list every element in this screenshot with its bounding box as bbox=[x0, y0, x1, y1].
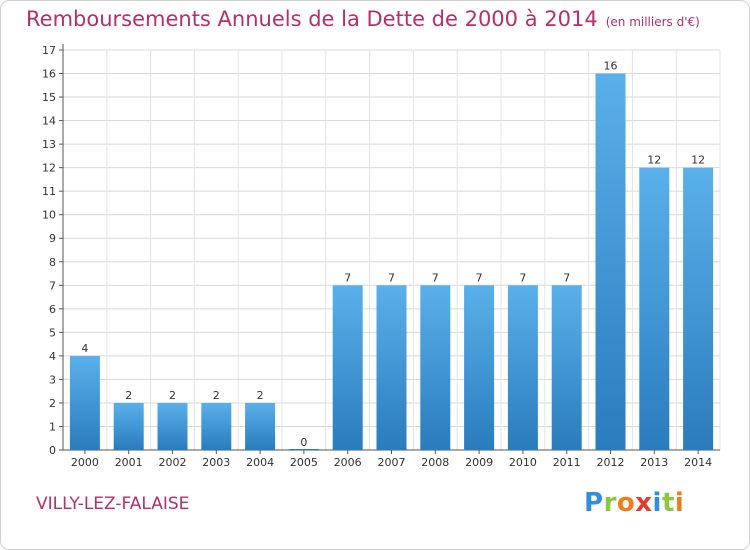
data-label: 7 bbox=[476, 271, 483, 284]
bar bbox=[464, 285, 495, 450]
logo-letter: o bbox=[616, 488, 636, 518]
bar bbox=[332, 285, 363, 450]
x-tick-label: 2003 bbox=[202, 456, 230, 469]
y-tick-label: 8 bbox=[49, 256, 56, 269]
logo-letter: x bbox=[635, 488, 653, 518]
proxiti-logo[interactable]: Proxiti bbox=[584, 488, 684, 518]
bar bbox=[683, 167, 714, 450]
y-tick-label: 16 bbox=[42, 68, 56, 81]
logo-letter: i bbox=[652, 488, 662, 518]
logo-letter: i bbox=[674, 488, 685, 518]
x-tick-label: 2007 bbox=[378, 456, 406, 469]
data-label: 7 bbox=[388, 271, 395, 284]
data-labels: 4 2 2 2 2 0 7 7 7 7 7 7 16 12 12 bbox=[81, 60, 705, 449]
bars bbox=[69, 73, 714, 450]
bar bbox=[420, 285, 451, 450]
bar bbox=[595, 73, 626, 450]
x-tick-label: 2009 bbox=[465, 456, 493, 469]
x-tick-label: 2014 bbox=[684, 456, 712, 469]
data-label: 2 bbox=[213, 389, 220, 402]
place-name: VILLY-LEZ-FALAISE bbox=[36, 494, 190, 514]
y-tick-label: 7 bbox=[49, 279, 56, 292]
y-tick-label: 14 bbox=[42, 115, 56, 128]
data-label: 7 bbox=[563, 271, 570, 284]
data-label: 2 bbox=[257, 389, 264, 402]
x-tick-label: 2011 bbox=[553, 456, 581, 469]
y-tick-label: 10 bbox=[42, 209, 56, 222]
data-label: 12 bbox=[647, 154, 661, 167]
y-tick-label: 17 bbox=[42, 44, 56, 57]
data-label: 7 bbox=[432, 271, 439, 284]
bar bbox=[507, 285, 538, 450]
y-tick-label: 4 bbox=[49, 350, 56, 363]
x-tick-label: 2001 bbox=[115, 456, 143, 469]
y-tick-label: 1 bbox=[49, 420, 56, 433]
logo-letter: t bbox=[661, 488, 675, 518]
y-tick-label: 2 bbox=[49, 397, 56, 410]
x-tick-label: 2012 bbox=[597, 456, 625, 469]
y-tick-label: 15 bbox=[42, 91, 56, 104]
bar bbox=[288, 449, 319, 450]
y-tick-label: 6 bbox=[49, 303, 56, 316]
data-label: 7 bbox=[344, 271, 351, 284]
x-tick-label: 2005 bbox=[290, 456, 318, 469]
chart-unit: (en milliers d'€) bbox=[605, 15, 700, 29]
y-tick-label: 0 bbox=[49, 444, 56, 457]
bar bbox=[639, 167, 670, 450]
data-label: 12 bbox=[691, 154, 705, 167]
y-tick-label: 5 bbox=[49, 326, 56, 339]
bar bbox=[201, 402, 232, 450]
y-tick-label: 9 bbox=[49, 232, 56, 245]
chart-title: Remboursements Annuels de la Dette de 20… bbox=[26, 7, 700, 31]
x-tick-label: 2002 bbox=[159, 456, 187, 469]
x-tick-label: 2000 bbox=[71, 456, 99, 469]
chart-title-text: Remboursements Annuels de la Dette de 20… bbox=[26, 7, 598, 31]
y-tick-label: 3 bbox=[49, 373, 56, 386]
bar bbox=[157, 402, 188, 450]
x-tick-label: 2008 bbox=[421, 456, 449, 469]
y-tick-label: 12 bbox=[42, 162, 56, 175]
bar bbox=[551, 285, 582, 450]
bar bbox=[69, 355, 100, 450]
bar bbox=[113, 402, 144, 450]
x-tick-label: 2010 bbox=[509, 456, 537, 469]
data-label: 2 bbox=[169, 389, 176, 402]
data-label: 2 bbox=[125, 389, 132, 402]
y-tick-label: 13 bbox=[42, 138, 56, 151]
data-label: 0 bbox=[300, 436, 307, 449]
bar bbox=[245, 402, 276, 450]
x-tick-label: 2013 bbox=[640, 456, 668, 469]
data-label: 7 bbox=[519, 271, 526, 284]
x-tick-label: 2006 bbox=[334, 456, 362, 469]
logo-letter: P bbox=[584, 488, 604, 518]
y-tick-label: 11 bbox=[42, 185, 56, 198]
x-tick-label: 2004 bbox=[246, 456, 274, 469]
logo-letter: r bbox=[603, 488, 617, 518]
bar bbox=[376, 285, 407, 450]
data-label: 16 bbox=[604, 60, 618, 73]
data-label: 4 bbox=[81, 342, 88, 355]
